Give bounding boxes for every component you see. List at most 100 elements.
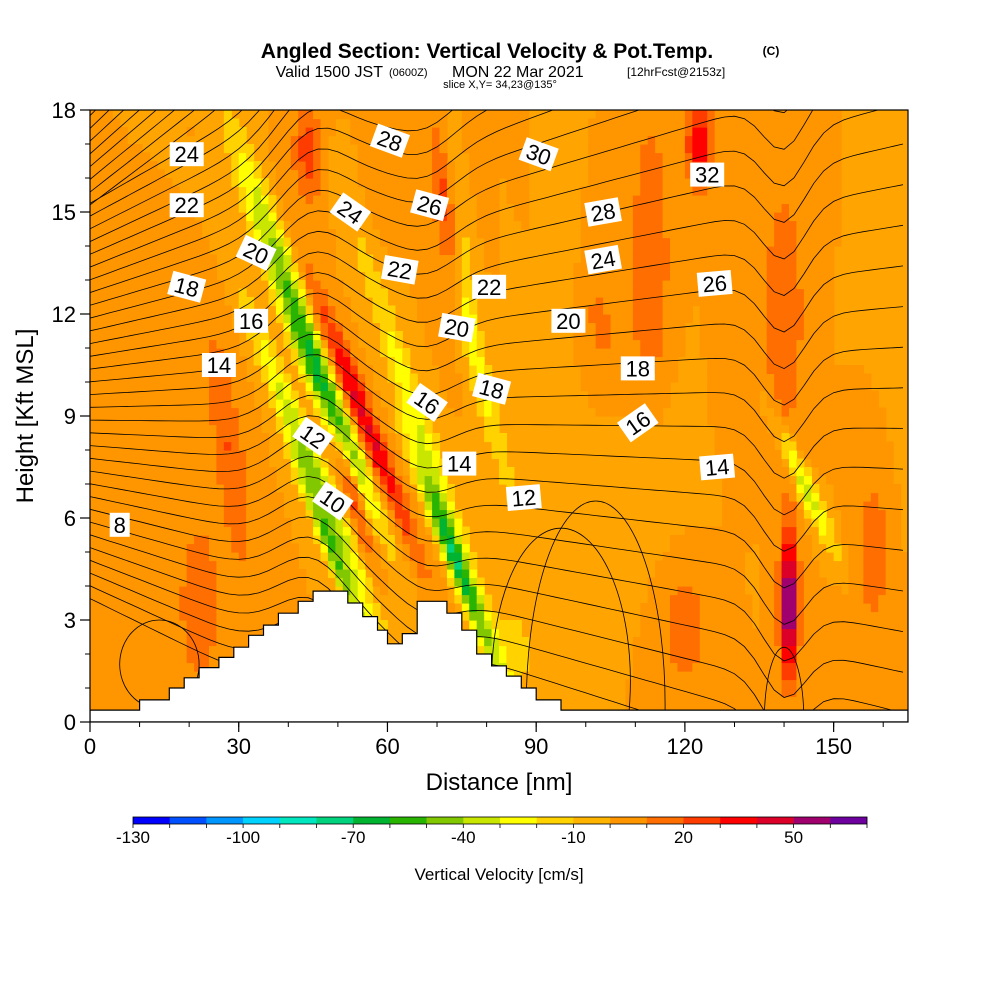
velocity-cell <box>372 152 381 162</box>
velocity-cell <box>603 322 612 332</box>
velocity-cell <box>796 118 805 128</box>
velocity-cell <box>499 450 508 460</box>
velocity-cell <box>313 280 322 290</box>
velocity-cell <box>439 526 448 536</box>
velocity-cell <box>818 628 827 638</box>
velocity-cell <box>194 467 203 477</box>
velocity-cell <box>350 416 359 426</box>
velocity-cell <box>484 254 493 264</box>
velocity-cell <box>521 220 530 230</box>
velocity-cell <box>662 339 671 349</box>
velocity-cell <box>759 560 768 570</box>
velocity-cell <box>127 365 136 375</box>
velocity-cell <box>201 484 210 494</box>
velocity-cell <box>387 535 396 545</box>
velocity-cell <box>811 237 820 247</box>
velocity-cell <box>119 237 128 247</box>
velocity-cell <box>670 195 679 205</box>
velocity-cell <box>387 118 396 128</box>
velocity-cell <box>194 645 203 655</box>
velocity-cell <box>164 314 173 324</box>
velocity-cell <box>595 314 604 324</box>
velocity-cell <box>722 594 731 604</box>
velocity-cell <box>268 586 277 596</box>
velocity-cell <box>826 407 835 417</box>
velocity-cell <box>231 382 240 392</box>
velocity-cell <box>201 603 210 613</box>
velocity-cell <box>632 152 641 162</box>
velocity-cell <box>142 246 151 256</box>
velocity-cell <box>662 305 671 315</box>
velocity-cell <box>231 127 240 137</box>
velocity-cell <box>283 450 292 460</box>
velocity-cell <box>759 535 768 545</box>
velocity-cell <box>684 229 693 239</box>
velocity-cell <box>796 492 805 502</box>
velocity-cell <box>164 399 173 409</box>
velocity-cell <box>372 543 381 553</box>
velocity-cell <box>305 203 314 213</box>
velocity-cell <box>751 135 760 145</box>
velocity-cell <box>342 331 351 341</box>
velocity-cell <box>759 424 768 434</box>
velocity-cell <box>729 322 738 332</box>
velocity-cell <box>759 603 768 613</box>
velocity-cell <box>677 696 686 706</box>
velocity-cell <box>387 467 396 477</box>
velocity-cell <box>670 586 679 596</box>
velocity-cell <box>179 603 188 613</box>
velocity-cell <box>372 518 381 528</box>
velocity-cell <box>751 688 760 698</box>
velocity-cell <box>617 118 627 128</box>
velocity-cell <box>751 220 760 230</box>
velocity-cell <box>179 569 188 579</box>
velocity-cell <box>833 407 842 417</box>
velocity-cell <box>818 620 827 630</box>
velocity-cell <box>781 331 790 341</box>
velocity-cell <box>796 433 805 443</box>
velocity-cell <box>380 322 389 332</box>
velocity-cell <box>402 144 411 154</box>
velocity-cell <box>446 288 455 298</box>
velocity-cell <box>640 645 649 655</box>
velocity-cell <box>112 144 121 154</box>
velocity-cell <box>127 484 136 494</box>
velocity-cell <box>142 450 151 460</box>
velocity-cell <box>632 220 641 230</box>
velocity-cell <box>283 586 292 596</box>
velocity-cell <box>439 552 448 562</box>
velocity-cell <box>774 577 783 587</box>
velocity-cell <box>439 339 448 349</box>
velocity-cell <box>439 127 448 137</box>
velocity-cell <box>365 492 374 502</box>
velocity-cell <box>432 433 441 443</box>
velocity-cell <box>744 484 753 494</box>
velocity-cell <box>670 246 679 256</box>
velocity-cell <box>402 229 411 239</box>
velocity-cell <box>796 518 805 528</box>
velocity-cell <box>610 314 619 324</box>
velocity-cell <box>729 594 738 604</box>
velocity-cell <box>662 212 671 222</box>
velocity-cell <box>707 152 716 162</box>
velocity-cell <box>796 322 805 332</box>
velocity-cell <box>662 237 671 247</box>
velocity-cell <box>632 203 641 213</box>
velocity-cell <box>238 560 247 570</box>
velocity-cell <box>201 331 210 341</box>
velocity-cell <box>751 450 760 460</box>
velocity-cell <box>90 314 99 324</box>
velocity-cell <box>580 297 589 307</box>
velocity-cell <box>647 603 656 613</box>
velocity-cell <box>357 382 366 392</box>
velocity-cell <box>275 407 284 417</box>
velocity-cell <box>424 263 433 273</box>
velocity-cell <box>305 484 314 494</box>
velocity-cell <box>789 280 798 290</box>
velocity-cell <box>774 467 783 477</box>
velocity-cell <box>179 237 188 247</box>
velocity-cell <box>766 178 775 188</box>
velocity-cell <box>409 509 418 519</box>
velocity-cell <box>90 297 99 307</box>
velocity-cell <box>261 577 270 587</box>
